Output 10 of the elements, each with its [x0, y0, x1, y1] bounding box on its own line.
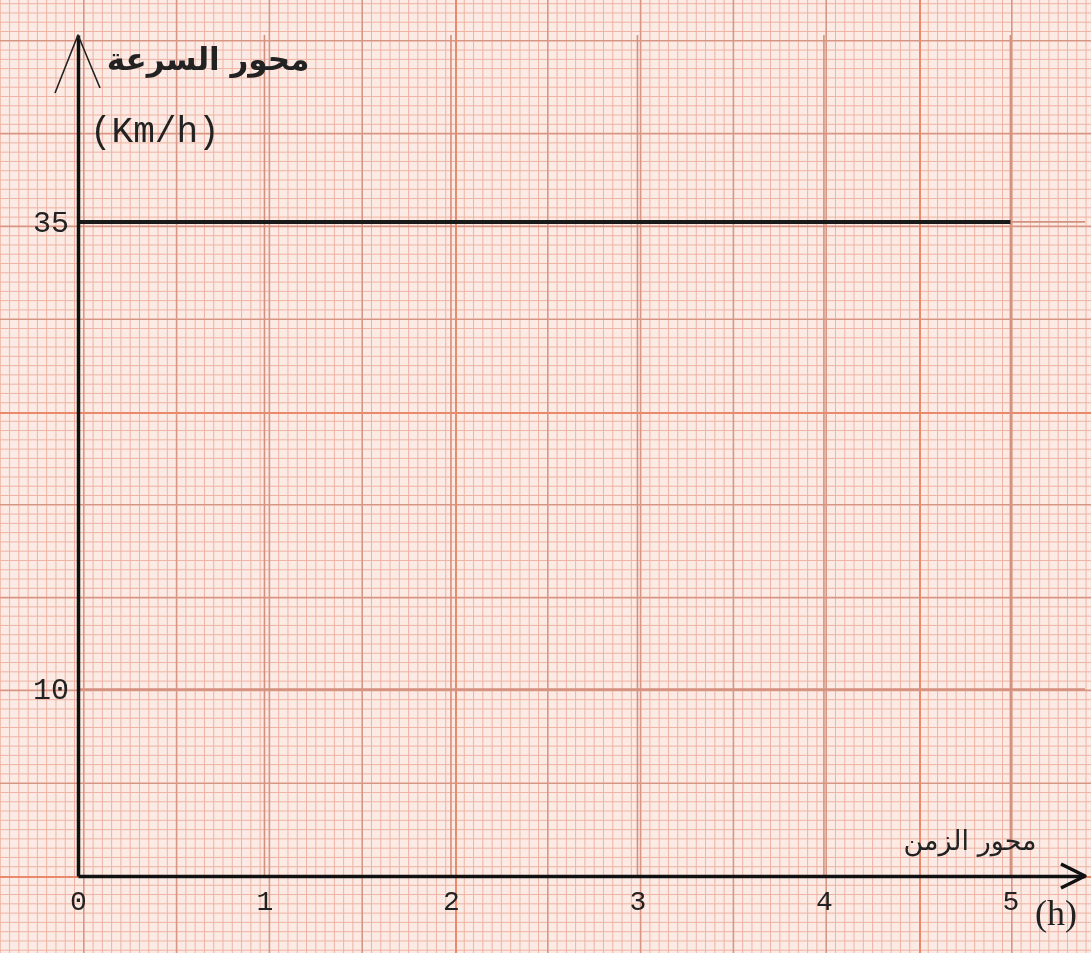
annotation: (Km/h) — [90, 112, 220, 153]
y-tick-label: 35 — [32, 206, 69, 241]
x-tick-label: 1 — [256, 886, 274, 918]
x-tick-label: 0 — [70, 886, 87, 918]
x-tick-label: 3 — [629, 886, 647, 918]
x-tick-label: 5 — [1002, 886, 1020, 918]
text: (h) — [1035, 893, 1077, 933]
x-tick-label: 4 — [816, 886, 833, 918]
y-axis-title: محور السرعة — [106, 41, 310, 78]
y-tick-label: 10 — [32, 674, 69, 709]
